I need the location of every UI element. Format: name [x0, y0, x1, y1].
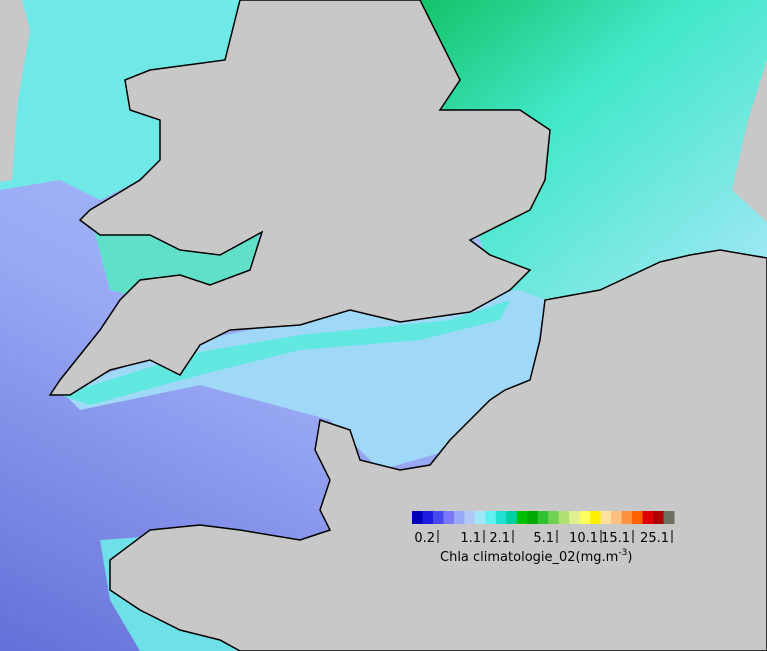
- colorbar-swatch: [548, 511, 560, 524]
- colorbar-swatch: [464, 511, 476, 524]
- colorbar-swatch: [516, 511, 528, 524]
- coastal-strip: [60, 300, 510, 405]
- colorbar-swatch: [632, 511, 644, 524]
- colorbar-swatch: [569, 511, 581, 524]
- colorbar-swatch: [474, 511, 486, 524]
- colorbar-swatch: [600, 511, 612, 524]
- ireland: [0, 0, 30, 182]
- colorbar-swatch: [485, 511, 497, 524]
- caption-text: Chla climatologie_02(mg.m: [440, 550, 618, 565]
- colorbar: 0.2 1.1 2.1 5.1 10.1 15.1 25.1: [412, 511, 675, 546]
- colorbar-swatch: [621, 511, 633, 524]
- colorbar-swatch: [590, 511, 602, 524]
- france: [109, 249, 767, 651]
- colorbar-swatch: [422, 511, 434, 524]
- great-britain: [48, 0, 551, 396]
- colorbar-swatch: [663, 511, 675, 524]
- colorbar-tick-label: 2.1: [489, 531, 510, 546]
- colorbar-caption: Chla climatologie_02(mg.m-3): [440, 548, 632, 565]
- colorbar-swatch: [495, 511, 507, 524]
- colorbar-swatch: [558, 511, 570, 524]
- caption-close: ): [627, 550, 632, 565]
- colorbar-tick-label: 15.1: [601, 531, 630, 546]
- colorbar-swatch: [412, 511, 423, 524]
- colorbar-swatch: [443, 511, 455, 524]
- colorbar-tick-label: 25.1: [640, 531, 669, 546]
- colorbar-swatch: [537, 511, 549, 524]
- colorbar-swatch: [611, 511, 623, 524]
- colorbar-tick-label: 10.1: [569, 531, 598, 546]
- colorbar-swatch: [506, 511, 518, 524]
- colorbar-swatch: [527, 511, 539, 524]
- colorbar-swatch: [579, 511, 591, 524]
- colorbar-swatch: [653, 511, 665, 524]
- colorbar-tick-label: 5.1: [533, 531, 554, 546]
- caption-exponent: -3: [618, 548, 627, 558]
- colorbar-tick-label: 1.1: [460, 531, 481, 546]
- netherlands: [732, 60, 767, 222]
- colorbar-swatch: [432, 511, 444, 524]
- colorbar-swatch: [453, 511, 465, 524]
- irish-sea: [0, 0, 250, 200]
- colorbar-swatch: [642, 511, 654, 524]
- colorbar-tick-label: 0.2: [414, 531, 435, 546]
